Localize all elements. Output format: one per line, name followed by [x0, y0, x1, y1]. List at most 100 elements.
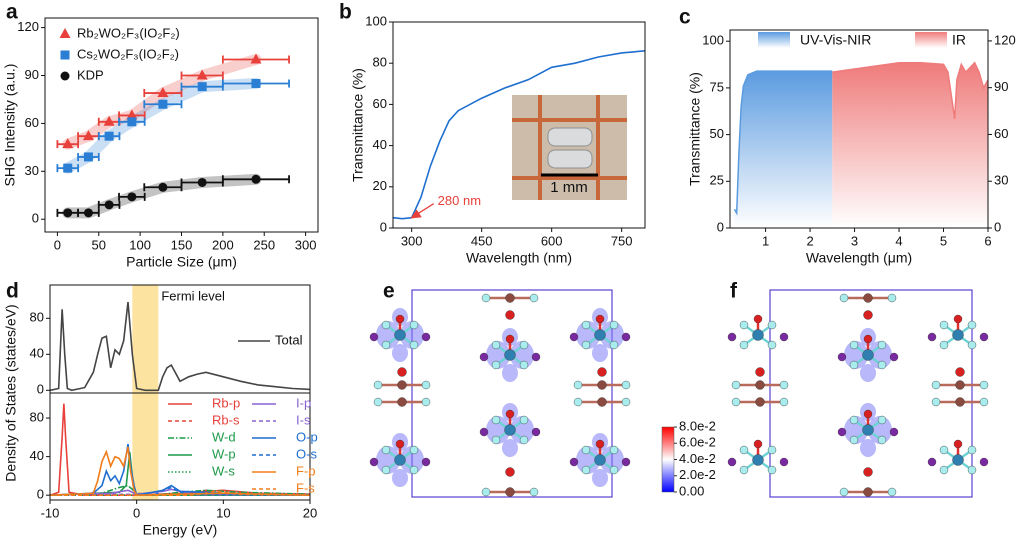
- annotation-arrow: [410, 203, 435, 219]
- isosurface: [510, 341, 534, 369]
- marker: [104, 131, 114, 141]
- atom: [727, 332, 737, 342]
- atom: [755, 380, 765, 390]
- y-axis-label: Transmittance (%): [687, 72, 703, 186]
- marker: [63, 208, 73, 218]
- atom: [739, 340, 749, 350]
- legend-label: O-s: [296, 446, 317, 461]
- atom: [753, 439, 763, 449]
- atom: [767, 465, 777, 475]
- atom: [505, 334, 515, 344]
- isosurface: [592, 469, 608, 487]
- cell-box: [411, 289, 613, 498]
- y-tick-label: 25: [710, 173, 724, 188]
- atom: [931, 397, 941, 407]
- isosurface: [844, 416, 868, 444]
- atom: [877, 340, 887, 350]
- structures: [369, 293, 989, 497]
- atom: [569, 457, 579, 467]
- marker: [197, 177, 207, 187]
- y2-tick-label: 120: [994, 32, 1016, 47]
- atom: [621, 397, 631, 407]
- x-tick-label: 6: [984, 233, 991, 248]
- x-tick-label: 4: [895, 233, 902, 248]
- atom: [752, 329, 764, 341]
- y-tick-label: 60: [373, 96, 387, 111]
- line: [50, 484, 310, 496]
- colorbar: [661, 426, 675, 493]
- atom: [531, 427, 541, 437]
- atom: [573, 380, 583, 390]
- atom: [594, 454, 606, 466]
- y-tick-label: 100: [365, 13, 387, 28]
- atom: [887, 487, 897, 497]
- atom: [849, 340, 859, 350]
- line: [832, 61, 988, 119]
- x-axis-label: Wavelength (nm): [466, 250, 572, 266]
- line: [50, 490, 310, 496]
- panel-label: a: [6, 1, 18, 24]
- atom: [529, 293, 539, 303]
- atom: [369, 457, 379, 467]
- y-tick-label: 50: [710, 126, 724, 141]
- atom: [979, 332, 989, 342]
- atom: [505, 310, 515, 320]
- marker: [158, 99, 168, 109]
- atom: [531, 352, 541, 362]
- isosurface: [502, 439, 518, 457]
- marker: [126, 109, 138, 120]
- atom: [952, 454, 964, 466]
- inset-photo: 1 mm: [512, 95, 627, 200]
- atom: [504, 349, 516, 361]
- isosurface: [486, 341, 510, 369]
- atom: [849, 360, 859, 370]
- atom: [955, 397, 965, 407]
- colorbar-label: 2.0e-2: [679, 467, 716, 482]
- y-tick-label: 40: [30, 346, 44, 361]
- axes-frame: [49, 392, 311, 501]
- atom: [395, 314, 405, 324]
- atom: [609, 445, 619, 455]
- x-tick-label: 750: [611, 233, 633, 248]
- axes-frame: [44, 17, 319, 233]
- crystal: [547, 149, 593, 169]
- atom: [839, 487, 849, 497]
- colorbar-label: 0.00: [679, 483, 704, 498]
- atom: [621, 380, 631, 390]
- isosurface: [400, 321, 424, 349]
- atom: [581, 445, 591, 455]
- atom: [953, 314, 963, 324]
- isosurface: [486, 416, 510, 444]
- x-tick-label: 2: [806, 233, 813, 248]
- atom: [889, 352, 899, 362]
- atom: [597, 397, 607, 407]
- x-tick-label: 0: [54, 237, 61, 252]
- marker: [196, 69, 208, 80]
- legend-label: UV-Vis-NIR: [800, 32, 871, 48]
- atom: [595, 439, 605, 449]
- y-tick-label: 0: [380, 219, 387, 234]
- atom: [849, 435, 859, 445]
- y-tick-label: 0: [37, 382, 44, 397]
- isosurface: [868, 416, 892, 444]
- legend-label: W-s: [212, 463, 235, 478]
- atom: [421, 397, 431, 407]
- atom: [863, 310, 873, 320]
- panel-label: d: [6, 280, 19, 303]
- atom: [573, 397, 583, 407]
- panel-label: c: [679, 6, 691, 29]
- marker: [63, 163, 73, 173]
- x-tick-label: 250: [253, 237, 275, 252]
- atom: [505, 293, 515, 303]
- atom: [863, 467, 873, 477]
- atom: [394, 329, 406, 341]
- marker: [82, 130, 94, 141]
- y-tick-label: 90: [25, 67, 39, 82]
- x-tick-label: 450: [471, 233, 493, 248]
- isosurface: [860, 364, 876, 382]
- x-tick-label: -10: [41, 505, 60, 520]
- isosurface: [576, 321, 600, 349]
- atom: [779, 397, 789, 407]
- legend-label: I-p: [296, 395, 311, 410]
- plot-area: [393, 50, 645, 220]
